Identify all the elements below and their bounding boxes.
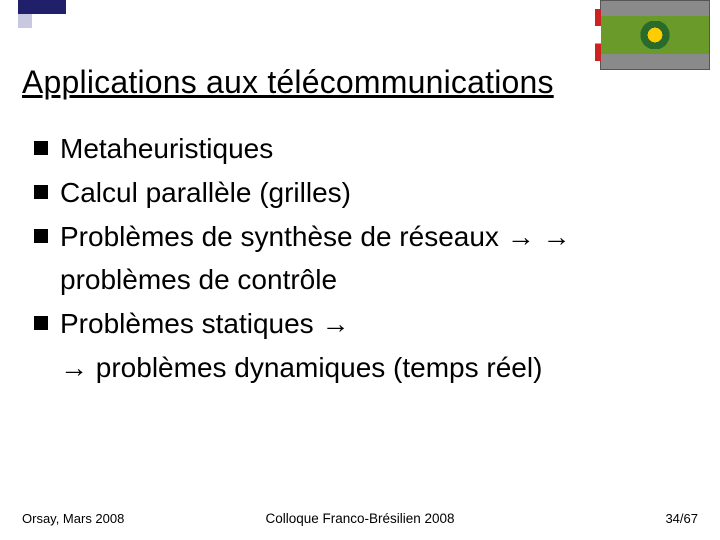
bullet-text: Calcul parallèle (grilles): [60, 174, 351, 212]
bullet-text: Problèmes statiques →: [60, 305, 349, 343]
bullet-square-icon: [34, 229, 48, 243]
bullet-item: Problèmes de synthèse de réseaux → →: [34, 218, 690, 256]
footer-center: Colloque Franco-Brésilien 2008: [265, 511, 454, 526]
accent-bar-primary: [18, 0, 66, 14]
event-logo: [600, 0, 710, 70]
bullet-text: Metaheuristiques: [60, 130, 273, 168]
slide-footer: Orsay, Mars 2008 Colloque Franco-Brésili…: [22, 511, 698, 526]
logo-stripe: [595, 9, 601, 61]
bullet-square-icon: [34, 141, 48, 155]
bullet-item: Calcul parallèle (grilles): [34, 174, 690, 212]
bullet-square-icon: [34, 185, 48, 199]
bullet-continuation: problèmes de contrôle: [60, 261, 690, 299]
bullet-item: Metaheuristiques: [34, 130, 690, 168]
slide-body: Metaheuristiques Calcul parallèle (grill…: [34, 130, 690, 393]
slide-title: Applications aux télécommunications: [22, 64, 698, 101]
bullet-square-icon: [34, 316, 48, 330]
bullet-text: Problèmes de synthèse de réseaux → →: [60, 218, 570, 256]
footer-left: Orsay, Mars 2008: [22, 511, 124, 526]
accent-bar-secondary: [18, 14, 32, 28]
footer-right: 34/67: [665, 511, 698, 526]
bullet-continuation: → problèmes dynamiques (temps réel): [60, 349, 690, 387]
bullet-item: Problèmes statiques →: [34, 305, 690, 343]
